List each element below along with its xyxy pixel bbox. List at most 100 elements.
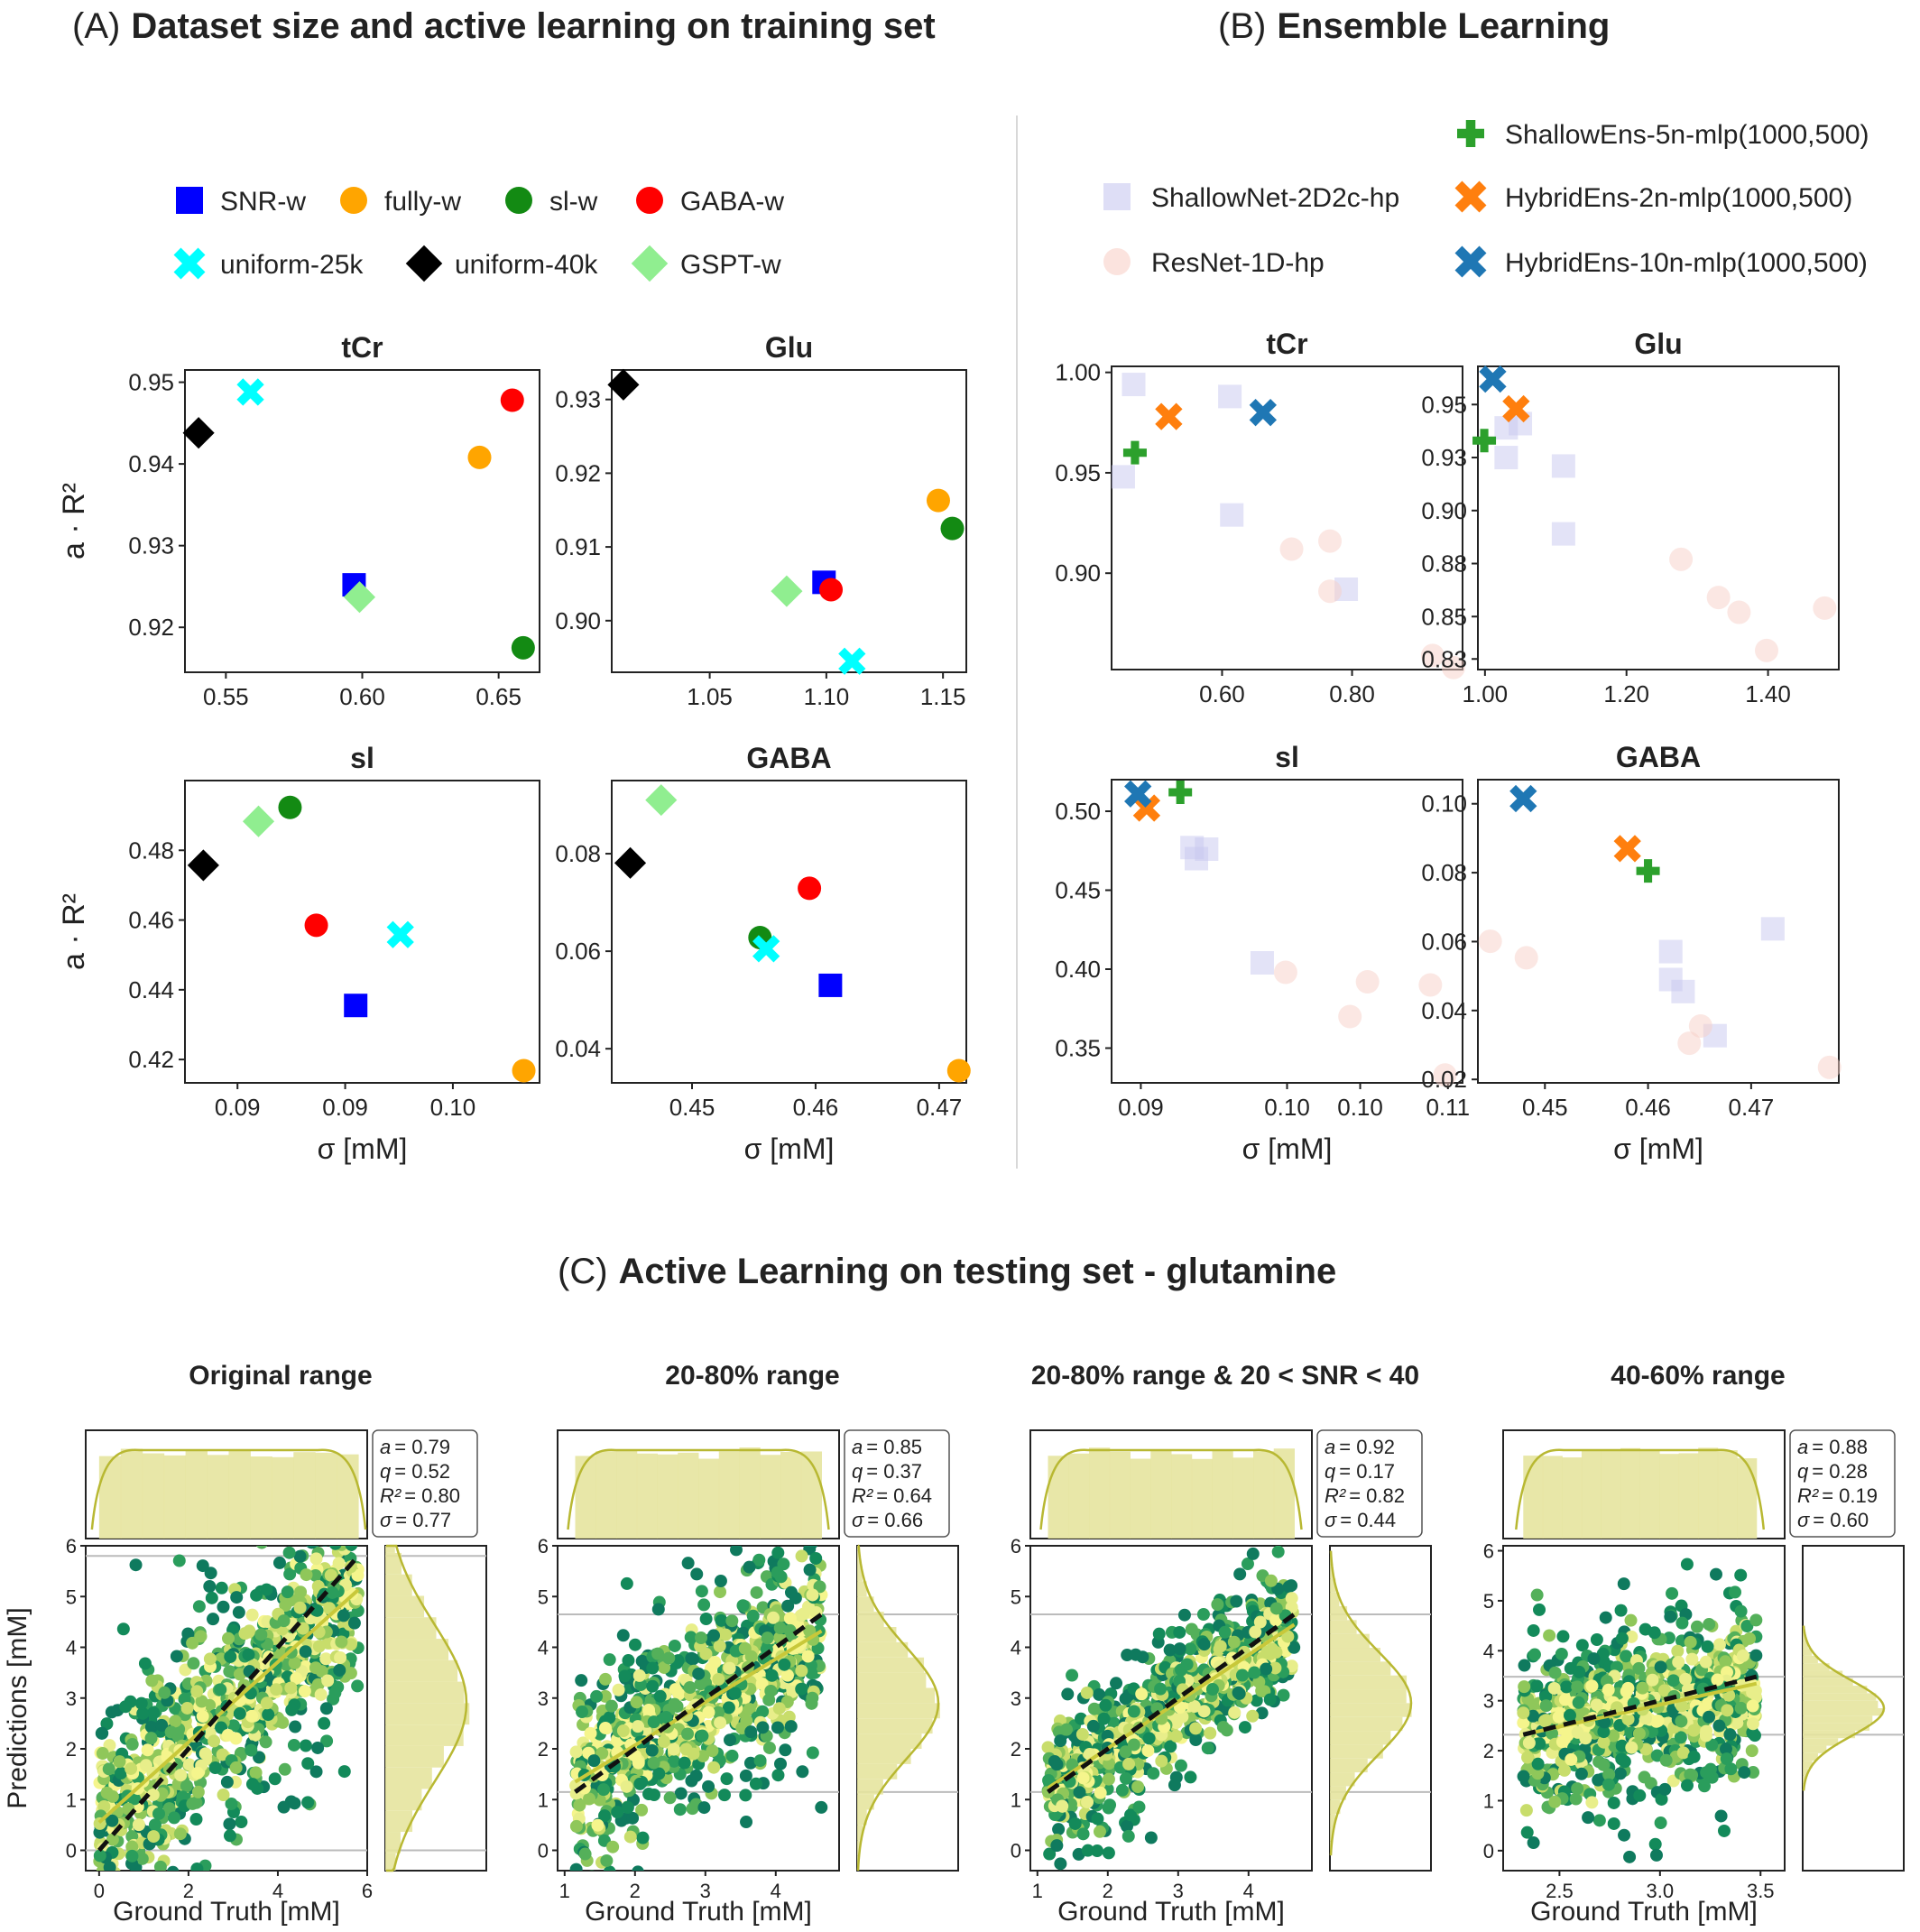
scatter-point <box>1734 1568 1748 1582</box>
scatter-point <box>293 1601 307 1614</box>
scatter-point <box>1680 1779 1694 1792</box>
scatter-point <box>300 1568 313 1582</box>
x-tick-label: 0.47 <box>917 1094 963 1121</box>
scatter-point <box>667 1742 680 1756</box>
scatter-point <box>1122 1757 1136 1770</box>
point-hybridens-10n-mlp-1000-500 <box>1124 780 1152 808</box>
scatter-point <box>795 1664 808 1678</box>
svg-text:(C)Active Learning on testing: (C) Active Learning on testing set - glut… <box>558 1252 1336 1291</box>
marker-circle <box>500 388 524 412</box>
stats-value: = 0.64 <box>876 1484 932 1507</box>
scatter-point <box>765 1669 779 1682</box>
marker-circle <box>1318 579 1343 604</box>
scatter-point <box>1620 1650 1633 1663</box>
scatter-point <box>351 1568 365 1582</box>
marker-circle <box>467 445 492 469</box>
point-resnet-1d-hp <box>1727 600 1751 624</box>
y-tick-label: 3 <box>538 1687 549 1710</box>
scatter-point <box>1205 1683 1219 1696</box>
legend-label: HybridEns-2n-mlp(1000,500) <box>1505 183 1852 213</box>
stats-line: q = 0.17 <box>1325 1460 1395 1483</box>
scatter-panel-8-gaba: GABA 0.45 0.46 0.47 0.02 0.04 0.06 0.08 0.10 σ [m… <box>1421 741 1842 1165</box>
x-tick-label: 4 <box>771 1880 781 1902</box>
top-histogram-bar <box>142 1453 165 1539</box>
scatter-point <box>309 1765 323 1779</box>
y-tick-label: 4 <box>1011 1637 1021 1659</box>
scatter-point <box>1518 1680 1531 1694</box>
scatter-point <box>738 1641 752 1655</box>
point-shallownet-2d2c-hp <box>1218 384 1242 409</box>
scatter-point <box>1517 1770 1530 1783</box>
top-histogram-bar <box>575 1456 596 1539</box>
y-tick-label: 0.10 <box>1421 790 1467 818</box>
right-histogram-bar <box>1330 1716 1403 1732</box>
scatter-point <box>1563 1708 1576 1722</box>
legend-item-fully-w: fully-w <box>340 187 461 217</box>
scatter-point <box>591 1872 604 1885</box>
stats-key: a <box>852 1436 863 1458</box>
point-shallowens-5n-mlp-1000-500 <box>1472 429 1497 453</box>
scatter-point <box>299 1739 312 1752</box>
right-histogram-bar <box>385 1810 413 1833</box>
scatter-point <box>1597 1725 1611 1739</box>
point-resnet-1d-hp <box>1318 529 1343 553</box>
scatter-point <box>806 1746 819 1760</box>
scatter-point <box>1233 1567 1247 1581</box>
y-tick-label: 6 <box>538 1535 549 1558</box>
legend-marker-shallowens-5n-mlp-1000-500 <box>1457 120 1484 147</box>
scatter-point <box>1597 1735 1611 1749</box>
scatter-point <box>1614 1604 1628 1617</box>
scatter-point <box>1666 1586 1679 1600</box>
scatter-point <box>692 1667 706 1680</box>
scatter-point <box>1271 1546 1285 1558</box>
scatter-point <box>250 1588 263 1602</box>
point-uniform-25k <box>236 378 264 406</box>
stats-key: R² <box>1797 1484 1819 1507</box>
scatter-point <box>192 1600 206 1613</box>
y-tick-label: 0.35 <box>1055 1035 1101 1062</box>
scatter-point <box>771 1566 784 1579</box>
marker-circle <box>636 187 663 214</box>
scatter-point <box>699 1613 713 1626</box>
x-tick-label: 2 <box>630 1880 641 1902</box>
marker-x <box>1509 784 1537 813</box>
y-axis-label: a · R² <box>57 483 91 559</box>
stats-key: q <box>1797 1460 1809 1483</box>
legend-marker-fully-w <box>340 187 367 214</box>
right-histogram-bar <box>1803 1730 1856 1739</box>
scatter-point <box>1537 1715 1551 1728</box>
scatter-point <box>752 1553 766 1567</box>
scatter-point <box>569 1745 583 1759</box>
scatter-point <box>1531 1757 1545 1770</box>
top-histogram-bar <box>1678 1453 1699 1539</box>
marker-x <box>1613 835 1641 863</box>
scatter-point <box>1260 1662 1273 1676</box>
scatter-point <box>1632 1727 1646 1741</box>
scatter-point <box>260 1583 273 1596</box>
point-shallowens-5n-mlp-1000-500 <box>1168 781 1193 804</box>
scatter-point <box>779 1743 792 1757</box>
identity-line <box>1047 1612 1296 1794</box>
scatter-point <box>736 1599 750 1613</box>
marker-circle <box>505 187 532 214</box>
scatter-point <box>668 1639 681 1652</box>
right-histogram-bar <box>385 1703 470 1725</box>
scatter-point <box>337 1609 350 1622</box>
scatter-point <box>136 1706 150 1720</box>
y-tick-label: 6 <box>1011 1535 1021 1558</box>
right-histogram-bar <box>1330 1689 1407 1704</box>
scatter-point <box>1147 1767 1160 1780</box>
x-tick-label: 1 <box>1032 1880 1043 1902</box>
section-c-title: Active Learning on testing set - glutami… <box>619 1252 1337 1291</box>
scatter-point <box>1076 1771 1090 1785</box>
top-histogram-bar <box>1253 1451 1275 1539</box>
scatter-point <box>1723 1728 1737 1742</box>
scatter-point <box>249 1766 263 1779</box>
scatter-point <box>806 1588 819 1602</box>
y-tick-label: 1 <box>1011 1789 1021 1811</box>
marker-x <box>1249 399 1277 427</box>
stats-line: R² = 0.80 <box>380 1484 460 1507</box>
marker-plus <box>1168 781 1193 804</box>
scatter-point <box>611 1806 624 1819</box>
scatter-point <box>1649 1848 1663 1862</box>
